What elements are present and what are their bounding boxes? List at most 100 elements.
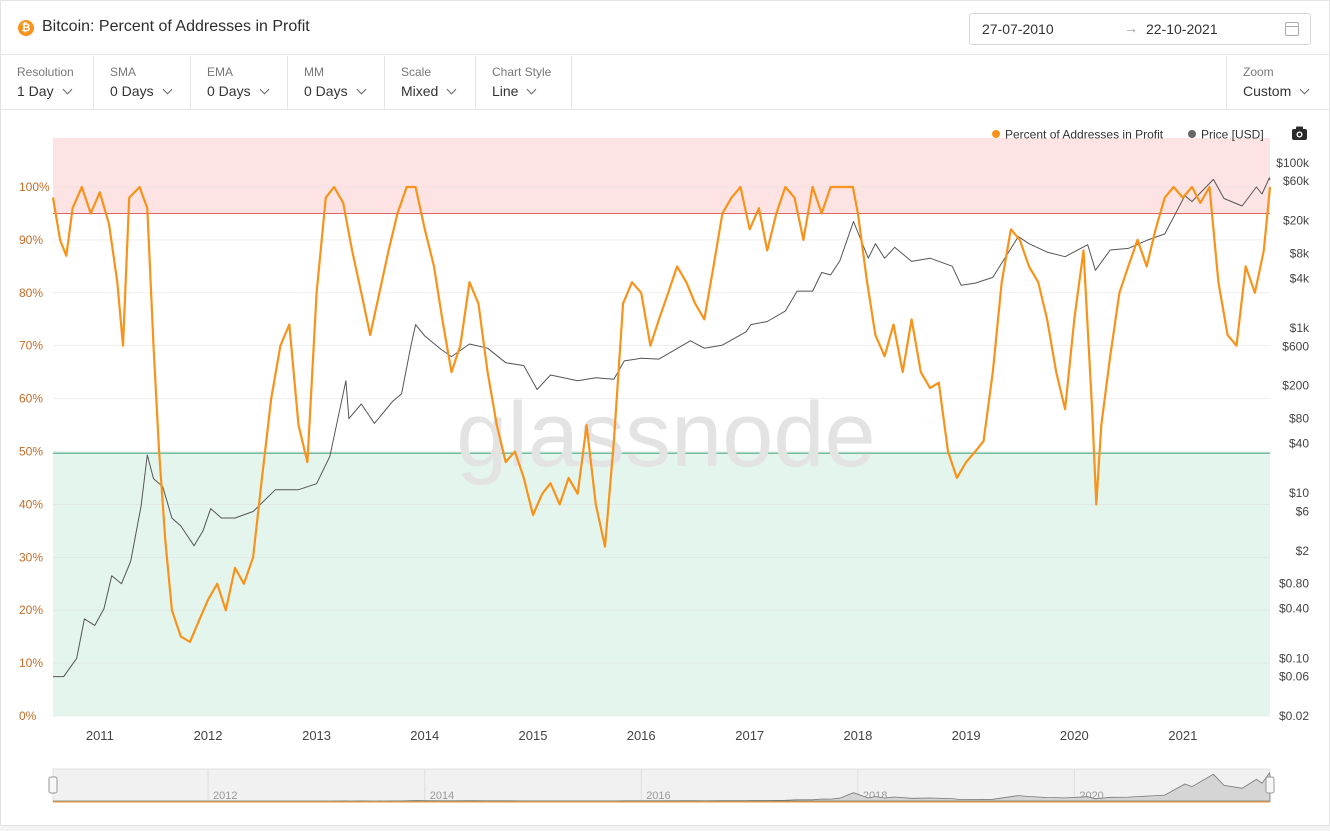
- sma-select[interactable]: SMA 0 Days: [94, 56, 191, 110]
- chevron-down-icon: [356, 84, 367, 95]
- series-group: [51, 177, 1272, 678]
- camera-icon[interactable]: [1292, 126, 1307, 141]
- legend-marker[interactable]: [992, 130, 1000, 138]
- sma-value: 0 Days: [110, 83, 154, 99]
- x-tick-label: 2011: [86, 728, 114, 743]
- legend-marker[interactable]: [1188, 130, 1196, 138]
- x-axis: 2011 2012 2013 2014 2015 2016 2017 2018 2019 2020…: [86, 728, 1197, 743]
- chart-style-value: Line: [492, 83, 519, 99]
- zoom-select[interactable]: Zoom Custom: [1226, 56, 1329, 110]
- legend-label[interactable]: Price [USD]: [1201, 128, 1264, 142]
- chevron-down-icon: [259, 84, 270, 95]
- profit-series-line: [51, 185, 1272, 643]
- left-tick-label: 100%: [19, 180, 50, 194]
- upper-band: [53, 138, 1270, 214]
- right-tick-label: $8k: [1290, 246, 1310, 260]
- x-tick-label: 2016: [627, 728, 656, 743]
- mm-label: MM: [304, 65, 324, 79]
- resolution-select[interactable]: Resolution 1 Day: [1, 56, 94, 110]
- navigator-right-handle[interactable]: [1265, 776, 1275, 794]
- right-tick-label: $6: [1296, 504, 1310, 518]
- right-tick-label: $80: [1289, 412, 1309, 426]
- chart-controls: Resolution 1 Day SMA 0 Days EMA 0 Days M…: [1, 56, 1329, 110]
- x-tick-label: 2021: [1168, 728, 1197, 743]
- right-tick-label: $10: [1289, 486, 1309, 500]
- date-arrow-icon: →: [1124, 20, 1138, 36]
- left-tick-label: 90%: [19, 233, 43, 247]
- x-tick-label: 2014: [410, 728, 439, 743]
- legend-label[interactable]: Percent of Addresses in Profit: [1005, 128, 1164, 142]
- left-tick-label: 40%: [19, 497, 43, 511]
- scale-label: Scale: [401, 65, 432, 79]
- lower-band: [53, 453, 1270, 716]
- left-axis: 0% 10% 20% 30% 40% 50% 60% 70% 80% 90% 100%: [19, 180, 50, 723]
- grid-lines: [53, 186, 1270, 717]
- scale-value: Mixed: [401, 83, 439, 99]
- x-tick-label: 2012: [194, 728, 223, 743]
- left-tick-label: 80%: [19, 286, 43, 300]
- ema-value: 0 Days: [207, 83, 251, 99]
- right-tick-label: $0.06: [1279, 670, 1309, 684]
- right-tick-label: $4k: [1290, 271, 1310, 285]
- zoom-value: Custom: [1243, 83, 1292, 99]
- chevron-down-icon: [446, 84, 457, 95]
- navigator-year-label: 2014: [430, 790, 454, 802]
- ema-label: EMA: [207, 65, 234, 79]
- right-tick-label: $0.02: [1279, 709, 1309, 723]
- x-tick-label: 2017: [735, 728, 764, 743]
- right-tick-label: $100k: [1276, 156, 1310, 170]
- navigator-price-area: [53, 772, 1271, 802]
- legend: Percent of Addresses in Profit Price [USD…: [992, 128, 1264, 142]
- chart-style-select[interactable]: Chart Style Line: [476, 56, 572, 110]
- left-tick-label: 10%: [19, 656, 43, 670]
- navigator-left-handle[interactable]: [48, 776, 58, 794]
- date-from-input[interactable]: 27-07-2010: [982, 21, 1054, 37]
- range-navigator[interactable]: 2012 2014 2016 2018 2020: [48, 768, 1275, 803]
- right-tick-label: $40: [1289, 436, 1309, 450]
- chart-canvas[interactable]: glassnode 0% 10% 20% 30% 40% 50% 60% 70% 80% 90% 1…: [1, 111, 1329, 827]
- sma-label: SMA: [110, 65, 137, 79]
- left-tick-label: 20%: [19, 603, 43, 617]
- right-tick-label: $0.80: [1279, 577, 1309, 591]
- right-tick-label: $0.10: [1279, 651, 1309, 665]
- navigator-year-label: 2016: [646, 790, 670, 802]
- zoom-label: Zoom: [1243, 65, 1274, 79]
- right-tick-label: $600: [1282, 339, 1309, 353]
- x-tick-label: 2013: [302, 728, 331, 743]
- x-tick-label: 2015: [519, 728, 548, 743]
- date-range-picker[interactable]: 27-07-2010 → 22-10-2021: [969, 13, 1311, 45]
- left-tick-label: 70%: [19, 339, 43, 353]
- watermark: glassnode: [456, 384, 875, 486]
- right-axis: $0.02 $0.06 $0.10 $0.40 $0.80 $2 $6 $10 $40 $80 $2…: [1276, 156, 1310, 723]
- left-tick-label: 60%: [19, 392, 43, 406]
- ema-select[interactable]: EMA 0 Days: [191, 56, 288, 110]
- right-tick-label: $20k: [1283, 214, 1310, 228]
- x-tick-label: 2020: [1060, 728, 1089, 743]
- date-to-input[interactable]: 22-10-2021: [1146, 21, 1218, 37]
- bitcoin-icon: ₿: [18, 20, 34, 36]
- chart-title: Bitcoin: Percent of Addresses in Profit: [42, 18, 310, 35]
- left-tick-label: 50%: [19, 445, 43, 459]
- threshold-bands: [53, 138, 1270, 716]
- mm-select[interactable]: MM 0 Days: [288, 56, 385, 110]
- price-series-line: [53, 177, 1271, 678]
- chart-style-label: Chart Style: [492, 65, 552, 79]
- right-tick-label: $2: [1296, 544, 1310, 558]
- resolution-label: Resolution: [17, 65, 74, 79]
- right-tick-label: $1k: [1290, 321, 1310, 335]
- chevron-down-icon: [527, 84, 537, 95]
- x-tick-label: 2019: [952, 728, 981, 743]
- resolution-value: 1 Day: [17, 83, 54, 99]
- calendar-icon[interactable]: [1285, 22, 1299, 36]
- right-tick-label: $60k: [1283, 174, 1310, 188]
- x-tick-label: 2018: [843, 728, 872, 743]
- scale-select[interactable]: Scale Mixed: [385, 56, 476, 110]
- navigator-year-label: 2012: [213, 790, 237, 802]
- navigator-track: [52, 768, 1271, 803]
- left-tick-label: 30%: [19, 550, 43, 564]
- mm-value: 0 Days: [304, 83, 348, 99]
- right-tick-label: $200: [1282, 379, 1309, 393]
- chart-header: ₿ Bitcoin: Percent of Addresses in Profi…: [1, 1, 1329, 55]
- right-tick-label: $0.40: [1279, 602, 1309, 616]
